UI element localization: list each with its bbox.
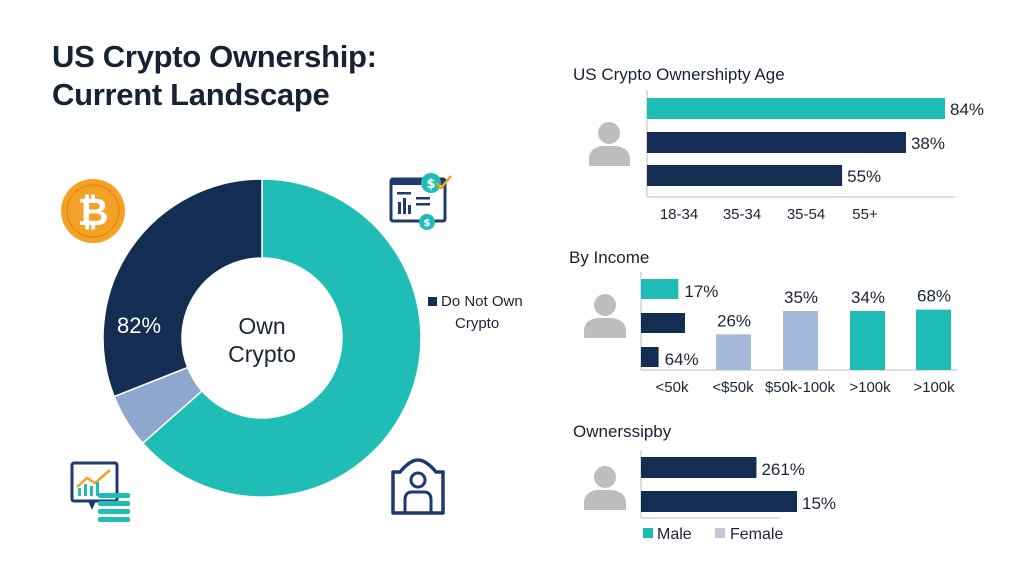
income-vbar (716, 334, 751, 370)
page-title: US Crypto Ownership: Current Landscape (52, 38, 377, 114)
age-bar (647, 165, 843, 186)
age-bar (647, 98, 945, 119)
svg-text:$: $ (424, 218, 431, 229)
donut-center-label-line2: Crypto (228, 341, 296, 367)
age-tick-label: 18-34 (660, 206, 698, 223)
legend-swatch-male (643, 528, 653, 538)
income-hbar (641, 279, 679, 299)
donut-legend-label-line2: Crypto (455, 315, 499, 332)
svg-text:₿: ₿ (78, 190, 109, 234)
analytics-dashboard-icon (70, 461, 130, 522)
income-hbar (641, 313, 685, 333)
income-vbar-value-label: 68% (917, 287, 951, 306)
donut-legend-swatch (428, 297, 437, 306)
donut-center-label-line1: Own (238, 313, 285, 339)
financial-report-dollar-icon: $ $ (389, 173, 452, 230)
income-hbar (641, 347, 659, 367)
gender-person-icon (584, 466, 626, 510)
gender-bar-value-label: 15% (802, 494, 836, 513)
income-person-icon (584, 294, 626, 338)
donut-legend-label-line1: Do Not Own (441, 293, 523, 310)
bitcoin-coin-icon: ₿ (61, 179, 125, 243)
donut-slice-do-not-own-crypto (102, 178, 263, 398)
legend-swatch-female (715, 528, 725, 538)
gender-bar-value-label: 261% (761, 460, 804, 479)
income-vbar (783, 311, 818, 370)
age-person-icon (589, 122, 630, 166)
age-bar-value-label: 38% (911, 134, 945, 153)
gender-chart-title: Ownerssipby (573, 422, 672, 441)
age-bar-value-label: 84% (950, 100, 984, 119)
age-tick-label: 55+ (852, 206, 878, 223)
income-tick-label: <50k (656, 379, 689, 396)
income-vbar (916, 309, 951, 370)
legend-label-male: Male (657, 526, 692, 543)
page-title-line1: US Crypto Ownership: (52, 39, 377, 74)
age-tick-label: 35-54 (787, 206, 825, 223)
income-vbar-value-label: 35% (784, 288, 818, 307)
income-tick-label: >100k (849, 379, 891, 396)
donut-chart (102, 178, 422, 498)
page-title-line2: Current Landscape (52, 77, 330, 112)
income-hbar-value-label: 17% (684, 282, 718, 301)
income-vbar-value-label: 34% (851, 288, 885, 307)
user-profile-frame-icon (391, 458, 445, 515)
age-bar-value-label: 55% (847, 167, 881, 186)
gender-bar (641, 457, 757, 478)
legend-label-female: Female (730, 526, 783, 543)
income-chart-title: By Income (569, 248, 649, 267)
svg-text:$: $ (426, 177, 435, 192)
income-tick-label: $50k-100k (765, 379, 836, 396)
age-bar (647, 132, 906, 153)
age-chart-title: US Crypto Ownershipty Age (573, 65, 785, 84)
donut-slice-label: 82% (117, 313, 161, 338)
age-tick-label: 35-34 (723, 206, 761, 223)
donut-slice-own-crypto (141, 178, 422, 498)
income-tick-label: <$50k (712, 379, 754, 396)
income-tick-label: >100k (913, 379, 955, 396)
gender-bar (641, 491, 797, 512)
income-vbar (850, 311, 885, 370)
income-hbar-value-label: 64% (665, 350, 699, 369)
income-vbar-value-label: 26% (717, 311, 751, 330)
